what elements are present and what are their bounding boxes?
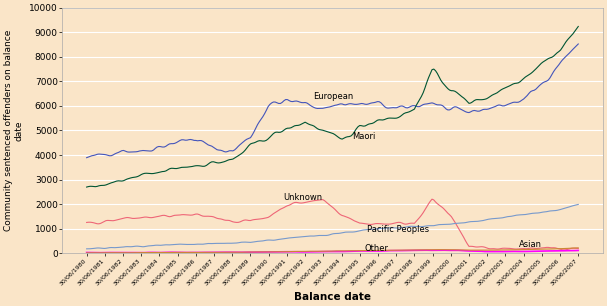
Pacific Peoples	[488, 217, 495, 221]
Other	[83, 251, 90, 254]
Text: Asian: Asian	[519, 240, 542, 249]
Unknown	[363, 222, 370, 226]
Maori	[492, 92, 499, 95]
Y-axis label: Community sentenced offenders on balance
date: Community sentenced offenders on balance…	[4, 30, 24, 231]
Pacific Peoples	[159, 243, 166, 247]
Other	[138, 251, 145, 255]
Asian	[386, 248, 393, 252]
Maori	[363, 123, 370, 127]
Pacific Peoples	[492, 217, 499, 220]
European	[159, 145, 166, 149]
Line: Other: Other	[87, 250, 578, 253]
European	[363, 103, 370, 106]
Line: Asian: Asian	[87, 248, 578, 253]
Unknown	[575, 247, 582, 250]
Pacific Peoples	[575, 203, 582, 206]
Text: Other: Other	[364, 244, 388, 253]
Unknown	[429, 197, 436, 201]
European	[319, 106, 327, 110]
Maori	[319, 129, 327, 132]
Asian	[575, 246, 582, 250]
Pacific Peoples	[386, 226, 393, 230]
Maori	[575, 25, 582, 28]
European	[575, 42, 582, 46]
European	[488, 106, 495, 110]
European	[386, 106, 393, 110]
Unknown	[490, 247, 497, 251]
Pacific Peoples	[363, 228, 370, 231]
Asian	[319, 249, 327, 253]
European	[83, 156, 90, 159]
Other	[388, 249, 395, 252]
Unknown	[83, 221, 90, 224]
Line: European: European	[87, 44, 578, 158]
Asian	[492, 248, 499, 252]
Unknown	[386, 222, 393, 226]
Pacific Peoples	[319, 234, 327, 237]
Unknown	[560, 248, 568, 252]
Unknown	[493, 247, 501, 251]
Maori	[83, 185, 90, 189]
Asian	[159, 251, 166, 254]
Maori	[159, 170, 166, 174]
Maori	[488, 93, 495, 97]
Text: Maori: Maori	[352, 132, 376, 141]
Asian	[83, 251, 90, 255]
Unknown	[159, 214, 166, 217]
Line: Pacific Peoples: Pacific Peoples	[87, 204, 578, 249]
European	[492, 105, 499, 108]
Other	[492, 250, 499, 253]
Asian	[363, 249, 370, 252]
Other	[160, 251, 168, 254]
Line: Maori: Maori	[87, 27, 578, 187]
Other	[495, 250, 503, 253]
Other	[321, 250, 328, 253]
Other	[575, 248, 582, 252]
X-axis label: Balance date: Balance date	[294, 292, 371, 302]
Other	[365, 249, 372, 253]
Maori	[386, 116, 393, 120]
Pacific Peoples	[83, 247, 90, 251]
Text: European: European	[313, 91, 353, 101]
Text: Pacific Peoples: Pacific Peoples	[367, 225, 429, 234]
Unknown	[319, 198, 327, 201]
Line: Unknown: Unknown	[87, 199, 578, 250]
Other	[437, 248, 444, 252]
Asian	[488, 248, 495, 252]
Text: Unknown: Unknown	[283, 193, 322, 203]
